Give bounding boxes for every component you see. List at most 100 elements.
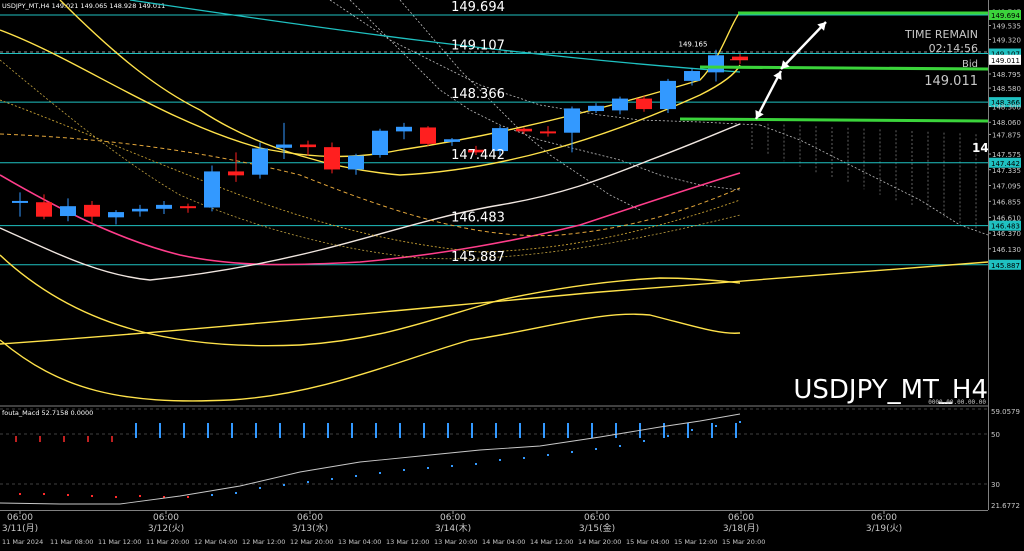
price-axis[interactable]: 149.745149.694149.535149.320149.107149.0… bbox=[988, 9, 1021, 270]
green-target-line[interactable] bbox=[699, 65, 989, 71]
level-label: 148.366 bbox=[451, 87, 505, 102]
candle-body bbox=[276, 144, 292, 148]
price-tick-label: 147.575 bbox=[992, 151, 1021, 159]
macd-signal-dot bbox=[67, 494, 69, 496]
indicator-curves bbox=[0, 0, 989, 402]
green-target-line[interactable] bbox=[679, 117, 989, 123]
macd-signal-dot bbox=[91, 495, 93, 497]
time-label: 06:00 bbox=[584, 513, 610, 523]
time-label: 06:00 bbox=[153, 513, 179, 523]
price-tick-label: 148.580 bbox=[992, 85, 1021, 93]
double-arrow[interactable] bbox=[780, 21, 827, 70]
candle-body bbox=[348, 155, 364, 170]
candle-body bbox=[60, 206, 76, 217]
candle-body bbox=[108, 212, 124, 218]
time-label: 06:00 bbox=[7, 513, 33, 523]
macd-signal-dot bbox=[547, 454, 549, 456]
price-tag-label: 146.483 bbox=[991, 223, 1020, 231]
price-tag bbox=[989, 48, 1021, 59]
candle-body bbox=[636, 98, 652, 110]
time-label: 06:00 bbox=[728, 513, 754, 523]
candle-body bbox=[492, 128, 508, 152]
macd-signal-dot bbox=[475, 463, 477, 465]
macd-signal-dot bbox=[379, 472, 381, 474]
macd-signal-dot bbox=[139, 495, 141, 497]
arrow-head bbox=[773, 71, 782, 80]
macd-axis: 59.0579 50 30 21.6772 bbox=[991, 408, 1020, 510]
bar-time-label: 12 Mar 04:00 bbox=[194, 538, 237, 546]
level-label: 146.483 bbox=[451, 211, 505, 226]
bar-time-label: 13 Mar 04:00 bbox=[338, 538, 381, 546]
macd-signal-dot bbox=[739, 421, 741, 423]
candle-body bbox=[300, 144, 316, 148]
annotations[interactable]: 149.165 bbox=[679, 11, 989, 123]
price-tag-label: 148.366 bbox=[991, 99, 1020, 107]
macd-axis-label: 59.0579 bbox=[991, 408, 1020, 416]
candle-body bbox=[684, 71, 700, 81]
price-tick-label: 148.795 bbox=[992, 71, 1021, 79]
macd-line bbox=[0, 413, 741, 505]
price-tick-label: 146.130 bbox=[992, 246, 1021, 254]
candle-body bbox=[468, 149, 484, 153]
level-label: 147.442 bbox=[451, 148, 505, 163]
macd-signal-dot bbox=[403, 469, 405, 471]
candle-body bbox=[588, 105, 604, 112]
fast-ma bbox=[0, 123, 741, 281]
bar-time-label: 15 Mar 12:00 bbox=[674, 538, 717, 546]
date-label: 3/18(月) bbox=[723, 523, 759, 534]
date-label: 3/14(木) bbox=[435, 522, 471, 534]
macd-title: fouta_Macd 52.7158 0.0000 bbox=[2, 409, 93, 417]
candle-body bbox=[204, 171, 220, 208]
candle-body bbox=[612, 98, 628, 111]
candle-body bbox=[180, 206, 196, 209]
macd-signal-dot bbox=[355, 475, 357, 477]
macd-signal-dot bbox=[43, 493, 45, 495]
price-tag-label: 145.887 bbox=[991, 262, 1020, 270]
macd-signal-dot bbox=[523, 457, 525, 459]
time-label: 06:00 bbox=[440, 513, 466, 523]
macd-signal-dot bbox=[499, 459, 501, 461]
bid-price: 149.011 bbox=[924, 74, 978, 89]
macd-signal-dot bbox=[235, 492, 237, 494]
candle-body bbox=[516, 128, 532, 132]
macd-signal-dot bbox=[115, 496, 117, 498]
bid-label: Bid bbox=[962, 59, 978, 70]
cyan-ma bbox=[129, 0, 741, 73]
cloud-line bbox=[349, 0, 741, 191]
candle-body bbox=[540, 131, 556, 134]
price-tick-label: 149.535 bbox=[992, 22, 1021, 30]
price-tag bbox=[989, 259, 1021, 270]
candlestick-series bbox=[12, 49, 748, 225]
price-tick-label: 147.335 bbox=[992, 167, 1021, 175]
double-arrow[interactable] bbox=[754, 70, 783, 120]
time-axis[interactable]: 06:003/11(月)06:003/12(火)06:003/13(水)06:0… bbox=[2, 510, 902, 546]
macd-signal-dot bbox=[667, 435, 669, 437]
candle-body bbox=[132, 208, 148, 212]
candle-body bbox=[252, 148, 268, 175]
price-tag-label: 149.694 bbox=[991, 12, 1020, 20]
time-label: 06:00 bbox=[871, 513, 897, 523]
price-tag-label: 149.011 bbox=[991, 57, 1020, 65]
pink-ma bbox=[0, 172, 741, 266]
macd-signal-dot bbox=[307, 481, 309, 483]
candle-body bbox=[732, 56, 748, 60]
level-label: 149.694 bbox=[451, 0, 505, 15]
candle-body bbox=[708, 55, 724, 73]
dashed-ma-1 bbox=[0, 133, 741, 237]
price-tag bbox=[989, 10, 1021, 20]
macd-axis-label: 50 bbox=[991, 431, 1000, 439]
bar-time-label: 12 Mar 20:00 bbox=[290, 538, 333, 546]
bar-time-label: 14 Mar 04:00 bbox=[482, 538, 525, 546]
date-label: 3/19(火) bbox=[866, 523, 902, 534]
macd-signal-dot bbox=[451, 465, 453, 467]
bar-time-label: 13 Mar 12:00 bbox=[386, 538, 429, 546]
bar-time-label: 13 Mar 20:00 bbox=[434, 538, 477, 546]
candle-body bbox=[156, 204, 172, 209]
high-price-marker: 149.165 bbox=[679, 41, 708, 49]
macd-signal-dot bbox=[187, 496, 189, 498]
dashed-ma-3 bbox=[0, 59, 741, 260]
bollinger-upper bbox=[0, 11, 741, 158]
candle-body bbox=[660, 80, 676, 110]
price-tag bbox=[989, 157, 1021, 168]
